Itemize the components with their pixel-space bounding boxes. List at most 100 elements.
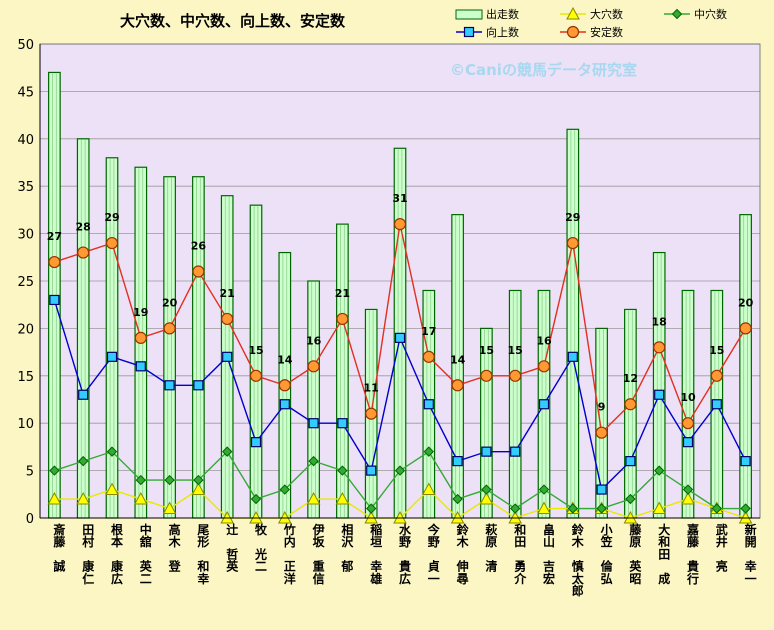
bar xyxy=(192,176,205,519)
chuuana-point xyxy=(279,484,291,495)
x-tick-label: 水野 貴広 xyxy=(399,522,412,586)
data-label: 15 xyxy=(709,344,724,357)
data-label: 15 xyxy=(479,344,494,357)
y-tick-label: 0 xyxy=(26,512,34,527)
chuuana-point xyxy=(711,503,723,514)
koujou-point xyxy=(337,418,348,429)
antei-point xyxy=(653,341,666,354)
data-label: 15 xyxy=(248,344,263,357)
koujou-point xyxy=(366,465,377,476)
data-label: 21 xyxy=(220,287,235,300)
daiana-point xyxy=(335,491,350,505)
y-tick-label: 15 xyxy=(17,370,34,385)
legend-label: 中穴数 xyxy=(694,7,727,21)
antei-point xyxy=(336,312,349,326)
bar xyxy=(249,204,263,519)
legend-marker-koujou xyxy=(463,26,475,38)
antei-point xyxy=(566,236,579,250)
antei-point xyxy=(134,331,147,344)
daiana-point xyxy=(191,482,206,496)
data-label: 14 xyxy=(277,353,293,366)
antei-point xyxy=(451,379,464,392)
x-tick-label: 根本 康広 xyxy=(111,522,124,586)
koujou-point xyxy=(193,380,204,391)
chuuana-point xyxy=(193,474,204,486)
antei-point xyxy=(192,265,205,278)
koujou-point xyxy=(250,437,262,448)
data-label: 31 xyxy=(392,192,407,205)
bar xyxy=(451,214,464,519)
x-axis: 斎藤 誠 田村 康仁 根本 康広 中舘 英二 高木 登 尾形 和幸 辻 哲英 牧 光二 竹内 正… xyxy=(40,517,760,598)
y-tick-label: 20 xyxy=(17,322,34,337)
legend-marker-daiana xyxy=(566,6,580,20)
y-tick-label: 25 xyxy=(17,275,34,290)
daiana-point xyxy=(76,491,91,505)
chuuana-point xyxy=(567,503,579,514)
koujou-point xyxy=(740,456,751,467)
chuuana-point xyxy=(164,474,175,486)
chuuana-point xyxy=(423,446,435,457)
bar xyxy=(681,289,695,519)
data-labels: 27 28 29 19 20 26 21 15 14 16 21 11 31 17 14 15 15 16 29 9 1… xyxy=(47,192,754,414)
bar xyxy=(652,251,666,519)
antei-point xyxy=(77,246,90,259)
data-label: 16 xyxy=(306,334,322,347)
x-tick-label: 斎藤 誠 xyxy=(52,522,66,574)
koujou-point xyxy=(49,294,60,306)
data-label: 16 xyxy=(536,334,552,347)
daiana-point xyxy=(105,482,119,496)
data-label: 15 xyxy=(508,344,523,357)
antei-point xyxy=(365,407,378,420)
y-tick-label: 5 xyxy=(26,465,34,480)
antei-point xyxy=(249,369,263,382)
koujou-point xyxy=(711,399,722,410)
daiana-point xyxy=(133,491,148,505)
data-label: 14 xyxy=(450,353,466,366)
antei-point xyxy=(739,322,752,335)
x-tick-label: 中舘 英二 xyxy=(139,522,153,586)
bar xyxy=(624,308,637,519)
x-tick-label: 稲垣 幸雄 xyxy=(369,522,382,586)
antei-point xyxy=(681,417,695,430)
koujou-point xyxy=(308,418,319,429)
y-axis: 0 5 10 15 20 25 30 35 40 45 50 xyxy=(17,38,41,527)
legend-marker-antei xyxy=(566,25,580,39)
daiana-point xyxy=(681,491,695,505)
y-tick-label: 50 xyxy=(17,38,34,53)
data-label: 17 xyxy=(421,325,436,338)
koujou-point xyxy=(682,437,694,448)
data-label: 19 xyxy=(133,306,148,319)
data-label: 21 xyxy=(335,287,350,300)
chuuana-point xyxy=(337,465,348,476)
koujou-point xyxy=(452,456,463,467)
chuuana-point xyxy=(106,446,118,457)
koujou-point xyxy=(481,446,492,457)
chuuana-point xyxy=(221,446,233,457)
data-label: 26 xyxy=(191,240,207,253)
y-tick-label: 10 xyxy=(17,417,34,432)
chuuana-point xyxy=(308,455,319,467)
data-label: 12 xyxy=(623,372,638,385)
antei-point xyxy=(595,426,608,439)
antei-point xyxy=(710,369,723,382)
chuuana-point xyxy=(135,474,147,486)
chuuana-point xyxy=(365,503,377,514)
antei-point xyxy=(480,369,493,382)
chuuana-point xyxy=(596,503,607,514)
x-tick-label: 新開 幸一 xyxy=(745,522,757,586)
chuuana-point xyxy=(452,493,463,505)
daiana-point xyxy=(162,501,177,515)
y-tick-label: 45 xyxy=(17,85,34,100)
x-tick-label: 相沢 郁 xyxy=(340,522,354,574)
koujou-point xyxy=(510,446,521,457)
legend-label: 安定数 xyxy=(590,25,623,39)
koujou-point xyxy=(423,399,434,410)
antei-point xyxy=(422,350,435,363)
legend-label: 向上数 xyxy=(486,25,519,39)
legend-swatch-bar xyxy=(455,9,483,20)
x-tick-label: 田村 康仁 xyxy=(82,523,95,586)
x-tick-label: 牧 光二 xyxy=(254,522,268,574)
koujou-point xyxy=(654,389,665,400)
bar xyxy=(566,128,580,519)
